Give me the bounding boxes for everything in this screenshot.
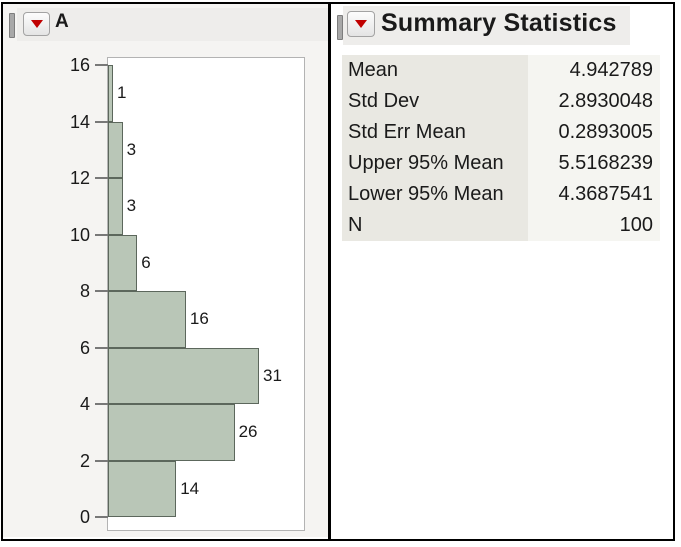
table-row: N 100 [342, 210, 660, 241]
stat-label: Std Dev [342, 86, 528, 117]
red-triangle-menu-button[interactable] [23, 12, 50, 36]
bar-count-label: 14 [180, 478, 200, 498]
histogram-panel-title: A [55, 11, 69, 32]
stat-label: N [342, 210, 528, 241]
stat-value: 0.2893005 [528, 117, 660, 148]
histogram-bars: 14 26 31 16 6 3 3 1 [3, 4, 328, 537]
window-border [1, 2, 675, 541]
histogram-panel-header [17, 8, 328, 41]
panel-collapse-grip[interactable] [9, 13, 15, 38]
table-row: Mean 4.942789 [342, 55, 660, 86]
summary-statistics-panel: Summary Statistics Mean 4.942789 Std Dev… [331, 4, 672, 537]
summary-statistics-header [343, 6, 630, 45]
red-triangle-icon [355, 20, 367, 28]
stat-label: Upper 95% Mean [342, 148, 528, 179]
stat-value: 100 [528, 210, 660, 241]
histogram-bar[interactable] [108, 178, 123, 235]
stat-value: 2.8930048 [528, 86, 660, 117]
red-triangle-menu-button[interactable] [347, 11, 375, 37]
histogram-panel: A 0 2 4 6 8 10 12 14 16 14 26 31 16 6 3 3 1 [3, 4, 328, 537]
table-row: Upper 95% Mean 5.5168239 [342, 148, 660, 179]
histogram-bar[interactable] [108, 404, 235, 461]
bar-count-label: 26 [238, 422, 258, 442]
histogram-bar[interactable] [108, 347, 259, 404]
table-row: Lower 95% Mean 4.3687541 [342, 179, 660, 210]
bar-count-label: 3 [126, 139, 137, 159]
table-row: Std Dev 2.8930048 [342, 86, 660, 117]
panel-collapse-grip[interactable] [337, 15, 343, 40]
stat-label: Lower 95% Mean [342, 179, 528, 210]
stat-label: Std Err Mean [342, 117, 528, 148]
bar-count-label: 3 [126, 196, 137, 216]
red-triangle-icon [30, 20, 43, 28]
histogram-bar[interactable] [108, 121, 123, 178]
histogram-bar[interactable] [108, 65, 113, 122]
bar-count-label: 16 [189, 309, 209, 329]
bar-count-label: 31 [263, 365, 282, 385]
stat-value: 4.942789 [528, 55, 660, 86]
summary-statistics-title: Summary Statistics [381, 9, 617, 37]
stat-label: Mean [342, 55, 528, 86]
bar-count-label: 1 [117, 83, 127, 103]
stat-value: 5.5168239 [528, 148, 660, 179]
stat-value: 4.3687541 [528, 179, 660, 210]
summary-statistics-table: Mean 4.942789 Std Dev 2.8930048 Std Err … [342, 55, 660, 241]
table-row: Std Err Mean 0.2893005 [342, 117, 660, 148]
histogram-bar[interactable] [108, 234, 138, 291]
histogram-bar[interactable] [108, 460, 177, 517]
panel-divider [328, 2, 331, 541]
bar-count-label: 6 [141, 252, 151, 272]
histogram-bar[interactable] [108, 291, 186, 348]
